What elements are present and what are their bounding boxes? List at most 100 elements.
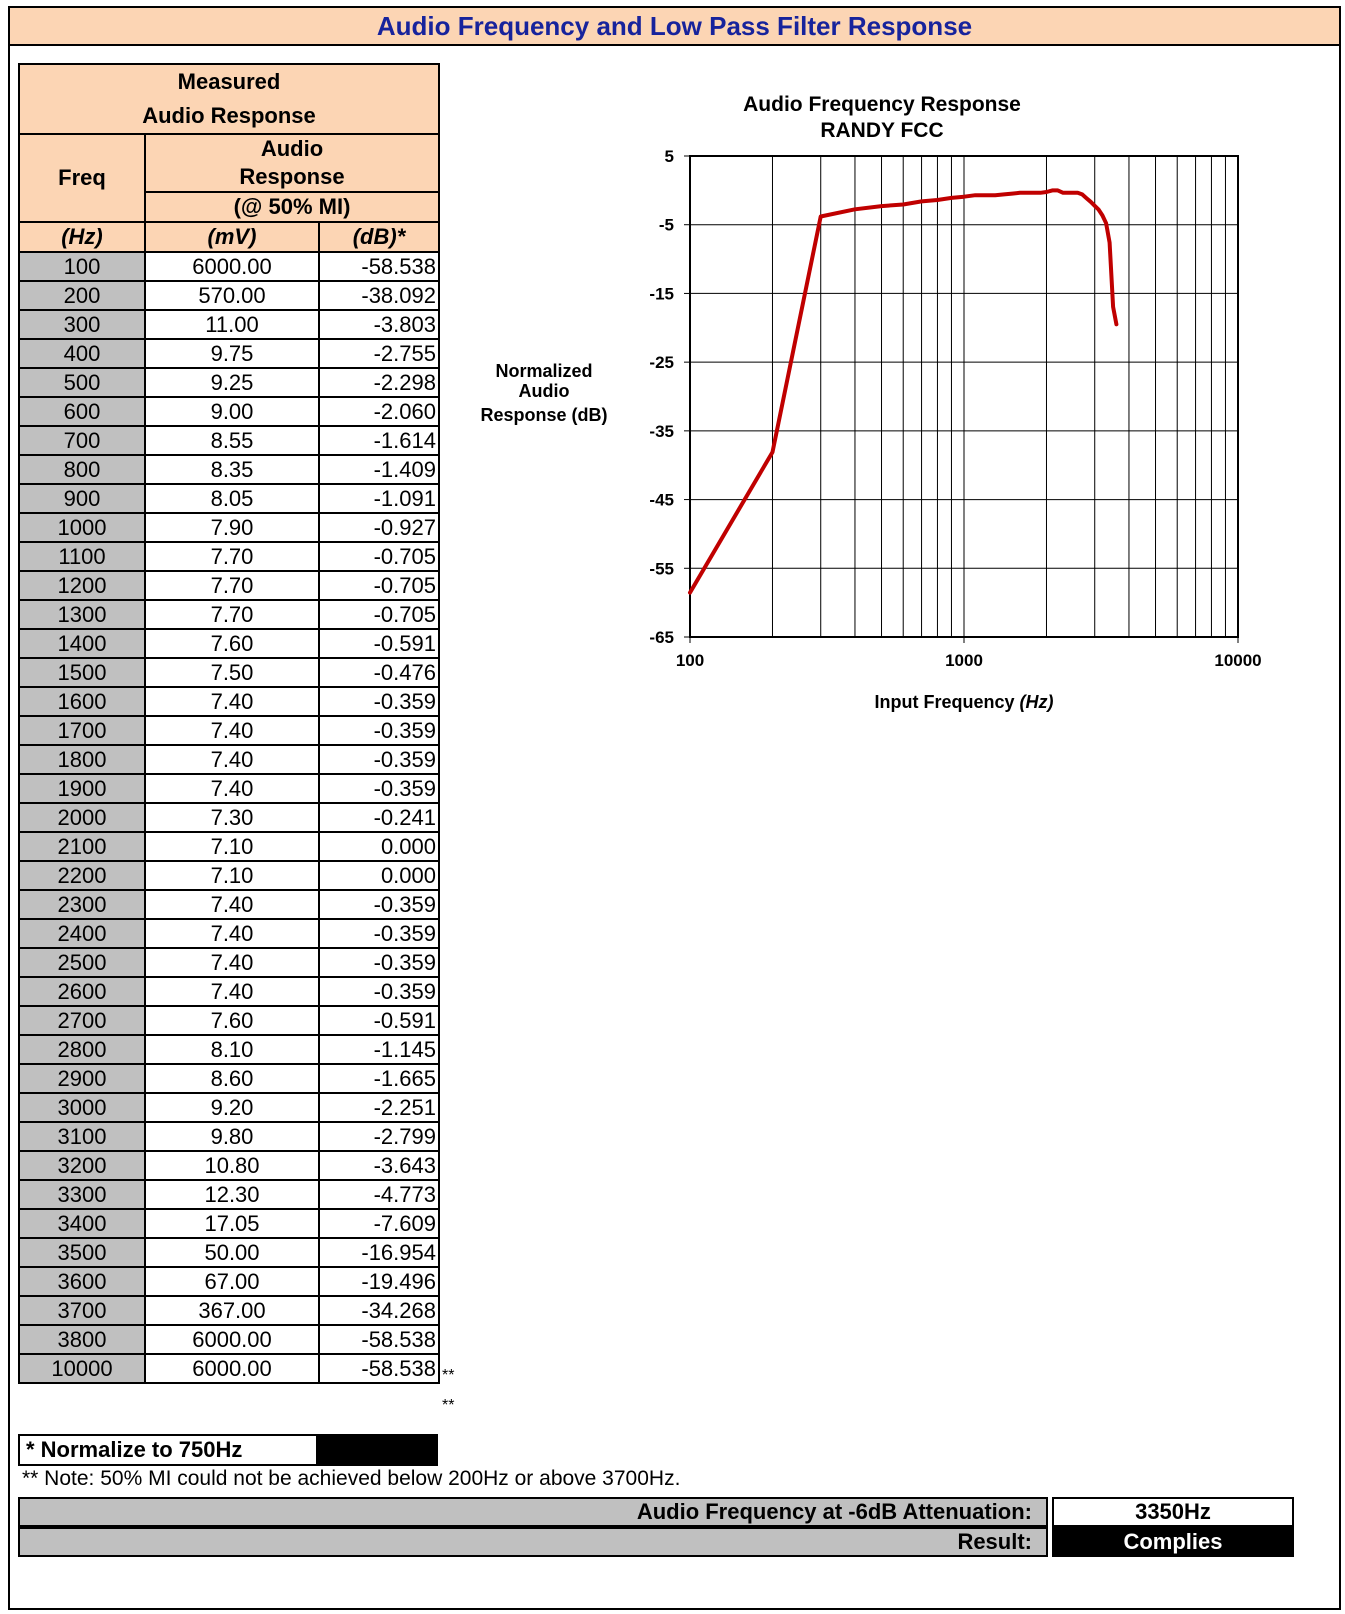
mv-cell: 7.60 <box>144 1005 320 1036</box>
table-row: 500 9.25 -2.298 <box>18 367 440 398</box>
freq-cell: 2500 <box>18 947 146 978</box>
mv-cell: 8.55 <box>144 425 320 456</box>
table-row: 2700 7.60 -0.591 <box>18 1005 440 1036</box>
table-row: 1800 7.40 -0.359 <box>18 744 440 775</box>
db-cell: -0.476 <box>318 657 440 688</box>
db-cell: -0.359 <box>318 976 440 1007</box>
freq-cell: 1400 <box>18 628 146 659</box>
table-row: 800 8.35 -1.409 <box>18 454 440 485</box>
table-row: 2800 8.10 -1.145 <box>18 1034 440 1065</box>
freq-cell: 2300 <box>18 889 146 920</box>
table-row: 2500 7.40 -0.359 <box>18 947 440 978</box>
measured-audio-table: Measured Audio Response Freq Audio Respo… <box>18 63 440 1384</box>
normalize-note: * Normalize to 750Hz <box>18 1434 318 1466</box>
table-row: 2200 7.10 0.000 <box>18 860 440 891</box>
unit-db: (dB)* <box>318 221 440 253</box>
mv-cell: 10.80 <box>144 1150 320 1181</box>
table-row: 3600 67.00 -19.496 <box>18 1266 440 1297</box>
db-cell: -0.705 <box>318 570 440 601</box>
chart-title: Audio Frequency Response <box>743 93 1021 116</box>
freq-cell: 900 <box>18 483 146 514</box>
page-title: Audio Frequency and Low Pass Filter Resp… <box>8 6 1341 46</box>
freq-cell: 2700 <box>18 1005 146 1036</box>
freq-cell: 1100 <box>18 541 146 572</box>
table-row: 1300 7.70 -0.705 <box>18 599 440 630</box>
measured-header-line2: Audio Response <box>142 103 316 128</box>
db-cell: -3.803 <box>318 309 440 340</box>
y-tick-label: -35 <box>649 422 674 441</box>
mv-cell: 9.20 <box>144 1092 320 1123</box>
freq-cell: 1200 <box>18 570 146 601</box>
footnote-mark: ** <box>442 1366 455 1384</box>
mv-cell: 7.10 <box>144 860 320 891</box>
freq-cell: 1600 <box>18 686 146 717</box>
y-axis-label-line1: Normalized <box>495 361 592 381</box>
y-tick-label: -15 <box>649 284 674 303</box>
freq-cell: 2400 <box>18 918 146 949</box>
y-tick-label: -55 <box>649 559 674 578</box>
table-row: 1100 7.70 -0.705 <box>18 541 440 572</box>
freq-cell: 3100 <box>18 1121 146 1152</box>
freq-cell: 2000 <box>18 802 146 833</box>
db-cell: -1.145 <box>318 1034 440 1065</box>
mv-cell: 67.00 <box>144 1266 320 1297</box>
table-row: 2000 7.30 -0.241 <box>18 802 440 833</box>
db-cell: -3.643 <box>318 1150 440 1181</box>
y-tick-label: 5 <box>665 147 674 166</box>
mv-cell: 6000.00 <box>144 251 320 282</box>
db-cell: -0.705 <box>318 599 440 630</box>
mv-cell: 11.00 <box>144 309 320 340</box>
freq-cell: 3600 <box>18 1266 146 1297</box>
mv-cell: 7.70 <box>144 541 320 572</box>
mv-cell: 9.25 <box>144 367 320 398</box>
mv-cell: 7.60 <box>144 628 320 659</box>
mv-cell: 7.40 <box>144 918 320 949</box>
freq-cell: 1500 <box>18 657 146 688</box>
db-cell: -58.538 <box>318 1353 440 1384</box>
db-cell: -0.359 <box>318 773 440 804</box>
footnote: ** Note: 50% MI could not be achieved be… <box>22 1467 681 1490</box>
measured-audio-header: Measured Audio Response <box>18 63 440 135</box>
db-cell: -0.359 <box>318 715 440 746</box>
mv-cell: 7.90 <box>144 512 320 543</box>
db-cell: 0.000 <box>318 860 440 891</box>
db-cell: -0.591 <box>318 1005 440 1036</box>
db-cell: -7.609 <box>318 1208 440 1239</box>
series-line <box>688 188 1119 595</box>
table-row: 100 6000.00 -58.538 <box>18 251 440 282</box>
table-row: 1200 7.70 -0.705 <box>18 570 440 601</box>
db-cell: -0.241 <box>318 802 440 833</box>
db-cell: -0.591 <box>318 628 440 659</box>
freq-cell: 2100 <box>18 831 146 862</box>
db-cell: -1.409 <box>318 454 440 485</box>
mv-cell: 7.50 <box>144 657 320 688</box>
y-tick-label: -5 <box>659 216 674 235</box>
x-axis-label: Input Frequency (Hz) <box>874 692 1053 712</box>
mv-cell: 7.40 <box>144 686 320 717</box>
table-row: 700 8.55 -1.614 <box>18 425 440 456</box>
mv-cell: 7.40 <box>144 773 320 804</box>
freq-cell: 2800 <box>18 1034 146 1065</box>
unit-mv: (mV) <box>144 221 320 253</box>
y-tick-label: -45 <box>649 491 674 510</box>
table-row: 1700 7.40 -0.359 <box>18 715 440 746</box>
db-cell: -0.359 <box>318 889 440 920</box>
freq-cell: 3000 <box>18 1092 146 1123</box>
table-row: 2300 7.40 -0.359 <box>18 889 440 920</box>
chart-grid <box>689 155 1239 638</box>
freq-cell: 1000 <box>18 512 146 543</box>
db-cell: -34.268 <box>318 1295 440 1326</box>
mv-cell: 570.00 <box>144 280 320 311</box>
freq-cell: 3500 <box>18 1237 146 1268</box>
db-cell: -0.705 <box>318 541 440 572</box>
freq-cell: 700 <box>18 425 146 456</box>
table-row: 3000 9.20 -2.251 <box>18 1092 440 1123</box>
mv-cell: 8.35 <box>144 454 320 485</box>
db-cell: -58.538 <box>318 251 440 282</box>
db-cell: 0.000 <box>318 831 440 862</box>
freq-cell: 500 <box>18 367 146 398</box>
mv-cell: 7.70 <box>144 570 320 601</box>
table-row: 200 570.00 -38.092 <box>18 280 440 311</box>
db-cell: -58.538 <box>318 1324 440 1355</box>
